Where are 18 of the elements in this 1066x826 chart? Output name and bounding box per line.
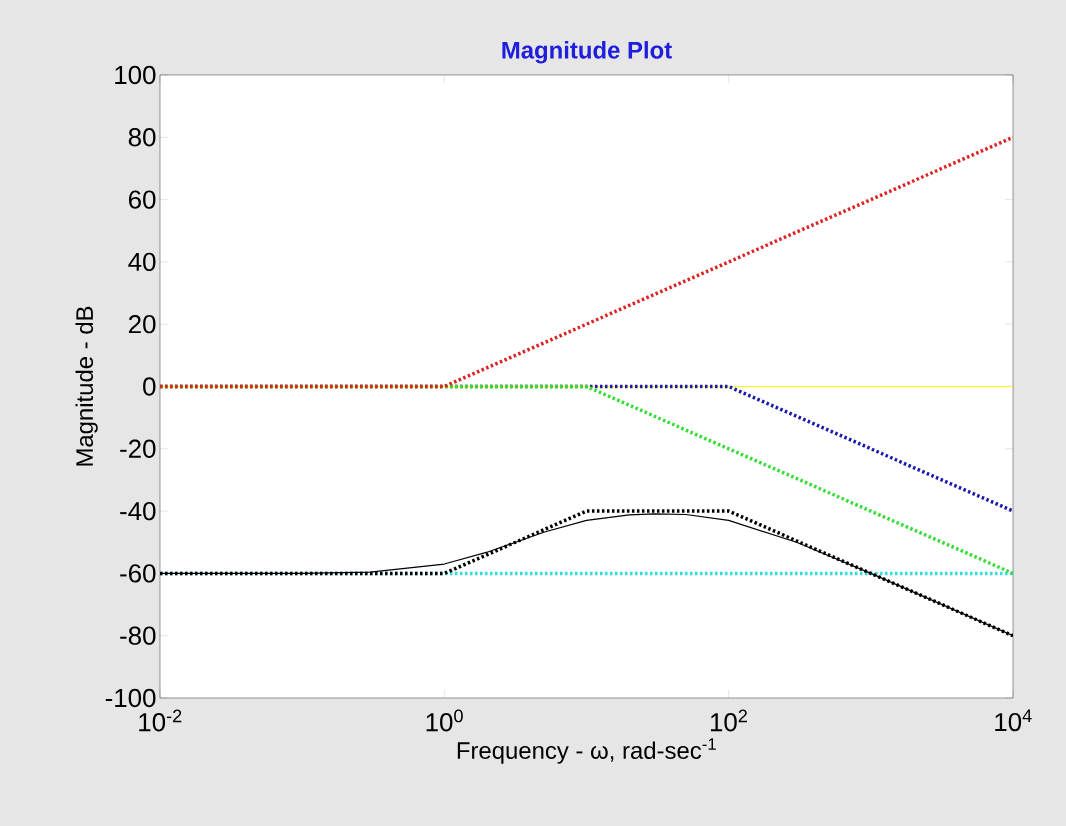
y-tick-label: -40 — [120, 501, 156, 521]
y-tick-label: 60 — [128, 190, 156, 209]
y-tick-label: -100 — [105, 688, 156, 708]
x-tick-label: 10$^{4}$ — [995, 709, 1032, 732]
y-tick-label: -60 — [120, 564, 156, 583]
y-tick-label: 20 — [128, 315, 156, 334]
y-tick-label: 0 — [143, 377, 156, 396]
y-tick-label: 80 — [128, 128, 156, 147]
chart-title: Magnitude Plot — [502, 41, 672, 64]
y-tick-label: 100 — [115, 65, 156, 85]
x-tick-label: 10$^{2}$ — [710, 709, 747, 732]
x-tick-label: 10$^{-2}$ — [139, 709, 182, 732]
y-tick-label: -20 — [120, 439, 156, 458]
x-tick-label: 10$^{0}$ — [426, 709, 463, 732]
y-tick-label: -80 — [120, 626, 156, 645]
y-tick-label: 40 — [128, 252, 156, 272]
x-axis-title: Frequency - ω, rad-sec$^{-1}$ — [457, 738, 716, 764]
y-axis-title: Magnitude - dB — [75, 306, 98, 466]
